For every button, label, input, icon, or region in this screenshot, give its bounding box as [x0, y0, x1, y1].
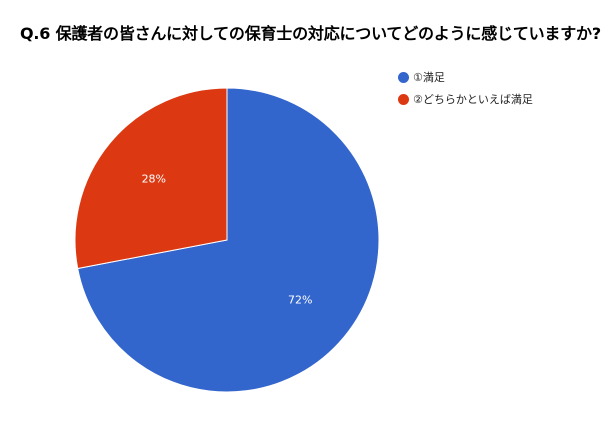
chart-title: Q.6 保護者の皆さんに対しての保育士の対応についてどのように感じていますか? — [20, 24, 601, 43]
legend-item-somewhat-satisfied: ②どちらかといえば満足 — [398, 88, 533, 110]
legend-swatch-satisfied — [398, 71, 409, 83]
slice-label-satisfied: 72% — [288, 294, 312, 307]
legend: ①満足 ②どちらかといえば満足 — [398, 66, 533, 110]
legend-swatch-somewhat-satisfied — [398, 93, 409, 105]
slice-label-somewhat-satisfied: 28% — [142, 172, 166, 185]
legend-label-somewhat-satisfied: ②どちらかといえば満足 — [413, 93, 533, 106]
pie-slice-somewhat-satisfied — [74, 87, 228, 270]
legend-label-satisfied: ①満足 — [413, 71, 445, 84]
legend-item-satisfied: ①満足 — [398, 66, 533, 88]
pie-slice-satisfied — [77, 87, 380, 393]
